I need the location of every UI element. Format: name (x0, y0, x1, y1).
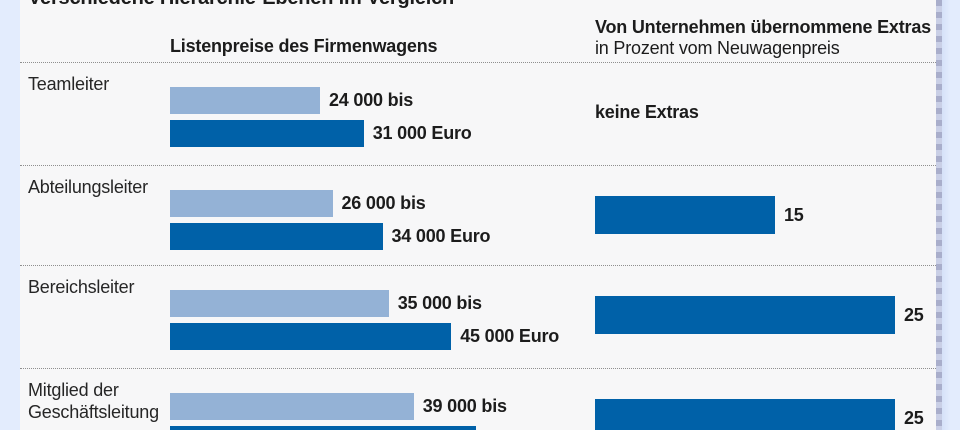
chart-title: Verschiedene Hierarchie-Ebenen im Vergle… (28, 0, 454, 9)
column-header-extras: Von Unternehmen übernommene Extras in Pr… (595, 17, 931, 59)
dashed-column-divider (936, 0, 942, 430)
price-low-bar (170, 393, 414, 420)
row-label: Bereichsleiter (28, 277, 135, 297)
right-page-margin (942, 0, 960, 430)
table-row: Mitglied der Geschäftsleitung 39 000 bis… (20, 368, 936, 430)
row-label: Teamleiter (28, 74, 110, 94)
column-header-listenpreise: Listenpreise des Firmenwagens (170, 36, 438, 56)
price-high-bar (170, 426, 477, 430)
price-high-bar (170, 223, 383, 250)
price-low-value: 35 000 bis (397, 293, 482, 313)
price-high-value: 49 000 Euro (485, 426, 584, 430)
price-high-bar-line: 49 000 Euro (170, 426, 584, 430)
row-label: Abteilungsleiter (28, 177, 148, 197)
extras-bar (595, 196, 775, 234)
extras-value: 25 (904, 305, 924, 325)
price-low-value: 24 000 bis (329, 90, 414, 110)
extras-bar-line: 25 (595, 399, 924, 430)
price-low-bar (170, 87, 320, 114)
extras-bar-line: keine Extras (595, 93, 699, 131)
price-low-bar-line: 35 000 bis (170, 290, 482, 317)
price-high-value: 45 000 Euro (460, 326, 560, 346)
price-low-value: 26 000 bis (341, 193, 426, 213)
extras-bar-line: 25 (595, 296, 924, 334)
chart-area: Verschiedene Hierarchie-Ebenen im Vergle… (20, 0, 936, 430)
price-high-value: 34 000 Euro (391, 226, 491, 246)
price-low-bar (170, 190, 333, 217)
price-high-bar (170, 120, 364, 147)
price-low-bar-line: 26 000 bis (170, 190, 426, 217)
extras-value: 15 (784, 205, 804, 225)
extras-header-line2: in Prozent vom Neuwagenpreis (595, 38, 840, 58)
extras-bar (595, 296, 895, 334)
extras-value: keine Extras (595, 102, 699, 122)
extras-header-line1: Von Unternehmen übernommene Extras (595, 17, 931, 37)
extras-bar-line: 15 (595, 196, 804, 234)
price-low-bar (170, 290, 389, 317)
price-low-bar-line: 24 000 bis (170, 87, 413, 114)
price-high-value: 31 000 Euro (372, 123, 472, 143)
table-row: Abteilungsleiter 26 000 bis 34 000 Euro … (20, 165, 936, 266)
table-row: Teamleiter 24 000 bis 31 000 Euro keine … (20, 62, 936, 166)
price-high-bar-line: 31 000 Euro (170, 120, 472, 147)
price-high-bar-line: 45 000 Euro (170, 323, 559, 350)
price-low-bar-line: 39 000 bis (170, 393, 507, 420)
price-high-bar-line: 34 000 Euro (170, 223, 491, 250)
left-page-margin (0, 0, 20, 430)
price-high-bar (170, 323, 452, 350)
table-row: Bereichsleiter 35 000 bis 45 000 Euro 25 (20, 265, 936, 369)
extras-bar (595, 399, 895, 430)
row-label: Mitglied der Geschäftsleitung (28, 380, 159, 422)
price-low-value: 39 000 bis (422, 396, 507, 416)
extras-value: 25 (904, 408, 924, 428)
